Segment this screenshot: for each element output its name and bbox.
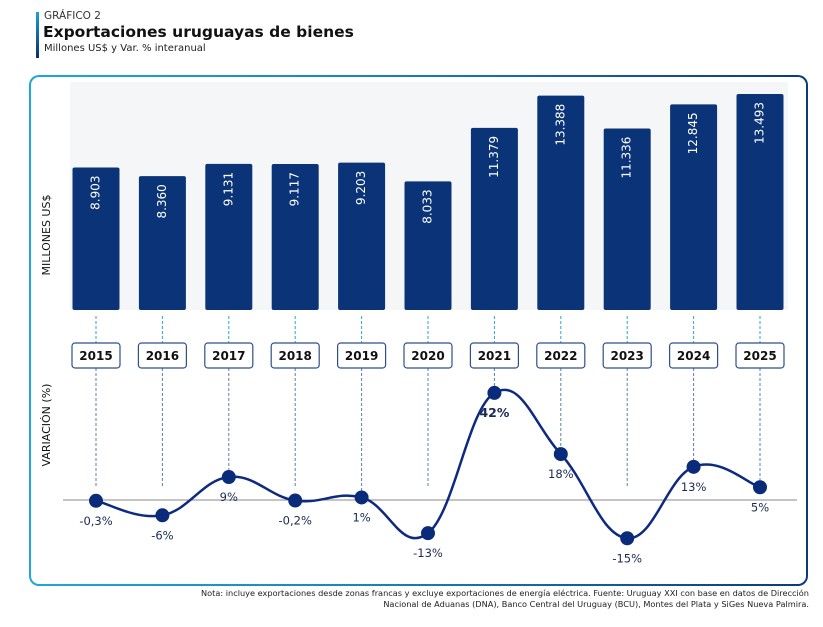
variation-label: -13% bbox=[413, 546, 443, 560]
variation-line bbox=[95, 388, 761, 540]
year-label: 2015 bbox=[79, 349, 112, 363]
year-label: 2025 bbox=[743, 349, 776, 363]
bars bbox=[72, 94, 784, 310]
chart-title: Exportaciones uruguayas de bienes bbox=[43, 23, 354, 41]
variation-point-2025 bbox=[753, 480, 767, 495]
bar-value-label: 8.360 bbox=[155, 184, 169, 218]
year-box bbox=[337, 342, 387, 369]
bar-value-label: 8.033 bbox=[421, 189, 435, 223]
variation-point-2015 bbox=[89, 493, 103, 508]
year-label: 2019 bbox=[345, 349, 378, 363]
chart-subtitle: Millones US$ y Var. % interanual bbox=[44, 43, 206, 54]
year-label: 2016 bbox=[146, 349, 179, 363]
variation-label: -6% bbox=[151, 528, 173, 542]
bar-value-labels: 8.903 8.360 9.131 9.117 9.203 8.033 11.379 13.3… bbox=[89, 102, 767, 224]
bar-value-label: 11.379 bbox=[487, 136, 501, 178]
bar-value-label: 9.131 bbox=[221, 172, 235, 206]
variation-label: 1% bbox=[352, 510, 370, 524]
bar-2016 bbox=[138, 176, 186, 310]
bar-2024 bbox=[670, 104, 718, 310]
variation-point-2021 bbox=[487, 385, 502, 400]
footnote: Nota: incluye exportaciones desde zonas … bbox=[49, 588, 809, 609]
variation-point-2022 bbox=[553, 447, 568, 462]
bar-2022 bbox=[537, 95, 585, 310]
variation-label: -0,2% bbox=[279, 514, 312, 528]
guide-lines bbox=[95, 316, 761, 498]
year-box bbox=[735, 342, 785, 369]
variation-label: 9% bbox=[220, 490, 238, 504]
year-box bbox=[270, 342, 320, 369]
variation-point-2020 bbox=[421, 526, 435, 541]
bar-2019 bbox=[338, 162, 386, 310]
year-box bbox=[668, 342, 719, 369]
variation-point-2018 bbox=[288, 493, 303, 508]
bar-2015 bbox=[72, 167, 120, 310]
year-box bbox=[204, 342, 254, 369]
variation-point-2024 bbox=[686, 459, 701, 474]
bar-2018 bbox=[271, 164, 319, 310]
bar-2025 bbox=[736, 94, 784, 310]
variation-label: 13% bbox=[681, 480, 707, 494]
year-label: 2024 bbox=[677, 349, 710, 363]
variation-label: 42% bbox=[479, 405, 509, 420]
bar-value-label: 13.388 bbox=[553, 104, 567, 146]
year-box bbox=[602, 342, 652, 369]
y-axis-label-variation: VARIACIÓN (%) bbox=[40, 384, 53, 467]
bar-value-label: 8.903 bbox=[89, 175, 103, 209]
variation-point-2019 bbox=[354, 490, 369, 505]
year-label: 2021 bbox=[478, 349, 511, 363]
chart-kicker: GRÁFICO 2 bbox=[44, 10, 101, 22]
y-axis-label-bars: MILLONES US$ bbox=[40, 195, 53, 276]
variation-labels: -0,3% -6% 9% -0,2% 1% -13% 42% 18% -15% 13% 5% bbox=[79, 405, 769, 565]
year-box bbox=[137, 342, 187, 369]
year-label: 2017 bbox=[212, 349, 245, 363]
variation-label: -0,3% bbox=[79, 514, 112, 528]
bar-2020 bbox=[404, 181, 452, 310]
bar-value-label: 12.845 bbox=[686, 112, 700, 154]
variation-label: 5% bbox=[751, 500, 769, 514]
year-label: 2023 bbox=[610, 349, 643, 363]
bar-value-label: 13.493 bbox=[753, 102, 767, 144]
year-box bbox=[71, 342, 121, 369]
variation-point-2023 bbox=[620, 531, 635, 546]
variation-point-2016 bbox=[155, 508, 170, 523]
variation-label: 18% bbox=[548, 467, 574, 481]
variation-points bbox=[89, 385, 767, 546]
year-label: 2018 bbox=[278, 349, 311, 363]
year-label: 2022 bbox=[544, 349, 577, 363]
bar-2021 bbox=[470, 127, 518, 310]
bar-value-label: 9.203 bbox=[354, 171, 368, 205]
year-box bbox=[469, 342, 519, 369]
title-accent-bar bbox=[36, 12, 39, 58]
year-label: 2020 bbox=[411, 349, 444, 363]
variation-label: -15% bbox=[612, 551, 642, 565]
bar-2017 bbox=[205, 163, 253, 310]
footnote-line-1: Nota: incluye exportaciones desde zonas … bbox=[201, 588, 809, 598]
year-labels: 2015 2016 2017 2018 2019 2020 2021 2022 2023 2024… bbox=[71, 342, 785, 369]
year-box bbox=[403, 342, 453, 369]
bar-value-label: 9.117 bbox=[288, 172, 302, 206]
year-box bbox=[536, 342, 586, 369]
bar-2023 bbox=[603, 128, 651, 310]
footnote-line-2: Nacional de Aduanas (DNA), Banco Central… bbox=[383, 598, 809, 609]
variation-point-2017 bbox=[221, 470, 236, 485]
bar-value-label: 11.336 bbox=[620, 137, 634, 179]
